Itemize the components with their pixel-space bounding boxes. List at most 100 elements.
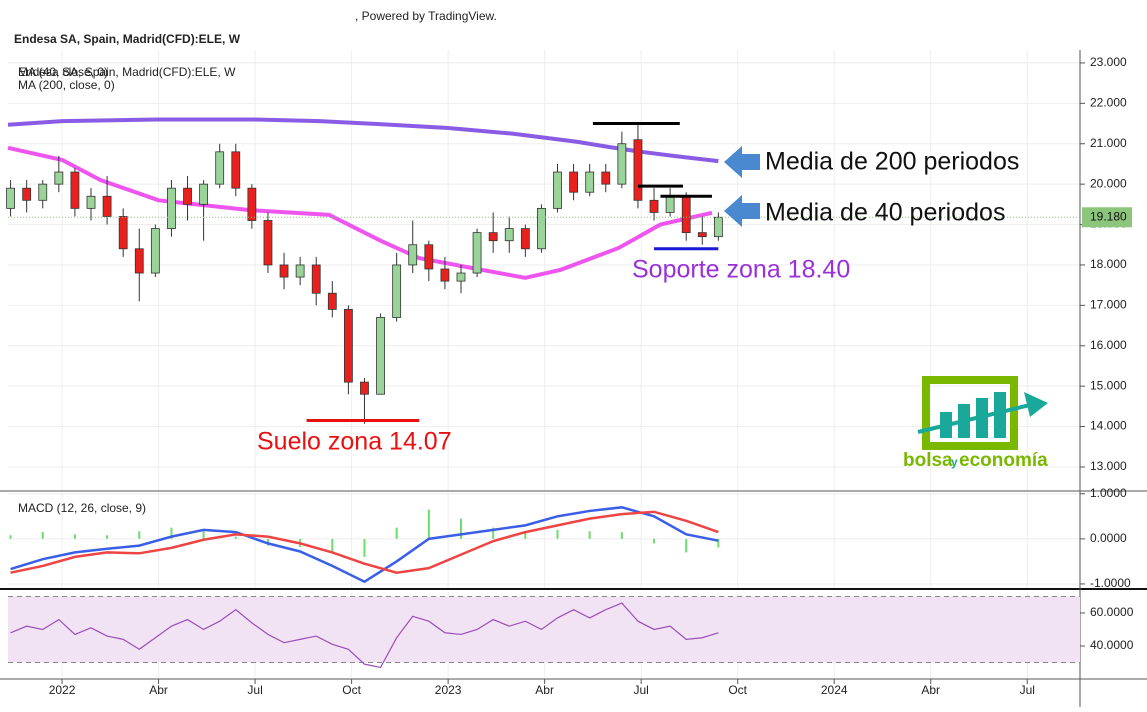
- histogram-bar: [556, 529, 559, 539]
- x-tick-label: Abr: [535, 683, 554, 697]
- x-tick-label: Abr: [149, 683, 168, 697]
- x-tick-label: Oct: [728, 683, 747, 697]
- y-tick-label: 13.000: [1090, 459, 1127, 473]
- candle-body: [472, 232, 482, 274]
- x-tick-label: 2023: [435, 683, 462, 697]
- candle-body: [601, 171, 611, 185]
- candle-body: [713, 216, 723, 238]
- y-tick-label: 15.000: [1090, 378, 1127, 392]
- symbol-title: Endesa SA, Spain, Madrid(CFD):ELE, W: [14, 32, 241, 46]
- candle-body: [279, 264, 289, 278]
- annotation: Suelo zona 14.07: [257, 428, 452, 456]
- candle-body: [424, 244, 434, 270]
- candle-body: [295, 264, 305, 278]
- candle-body: [134, 248, 144, 274]
- histogram-bar: [492, 527, 495, 539]
- candle-body: [520, 228, 530, 250]
- x-tick-label: Abr: [921, 683, 940, 697]
- histogram-bar: [202, 528, 205, 539]
- histogram-bar: [588, 531, 591, 539]
- candle-body: [215, 151, 225, 185]
- candle-body: [22, 187, 32, 201]
- candle-body: [360, 381, 369, 395]
- candle-body: [231, 151, 241, 189]
- y-tick-label: -1.0000: [1090, 576, 1131, 590]
- candle-body: [118, 216, 128, 250]
- candle-body: [327, 292, 337, 310]
- moving-average: [7, 145, 713, 280]
- price-label: 19.180: [1090, 209, 1127, 223]
- candle-body: [681, 195, 691, 234]
- histogram-bar: [9, 535, 12, 539]
- histogram-bar: [427, 509, 430, 539]
- y-tick-label: 17.000: [1090, 298, 1127, 312]
- macd-line: [10, 506, 719, 584]
- candle-body: [86, 195, 96, 209]
- y-tick-label: 40.0000: [1090, 638, 1134, 652]
- x-tick-label: Jul: [633, 683, 648, 697]
- histogram-bar: [41, 532, 44, 539]
- logo-arrow: [917, 403, 1031, 434]
- candle-body: [183, 187, 192, 205]
- powered-by: , Powered by TradingView.: [355, 9, 497, 23]
- histogram-bar: [331, 538, 334, 553]
- y-tick-label: 22.000: [1090, 96, 1127, 110]
- y-tick-label: 60.0000: [1090, 605, 1134, 619]
- candle-body: [102, 195, 112, 217]
- y-tick-label: 0.0000: [1090, 531, 1127, 545]
- legend-entry: MA (40, close, 0): [18, 65, 108, 79]
- candle-body: [343, 308, 353, 383]
- candle-body: [440, 268, 450, 282]
- candle-body: [488, 232, 498, 242]
- y-tick-label: 16.000: [1090, 338, 1127, 352]
- rsi-band: [8, 596, 1080, 663]
- histogram-bar: [685, 538, 688, 553]
- candle-body: [585, 171, 595, 193]
- x-tick-label: 2022: [49, 683, 76, 697]
- macd-line: [10, 510, 719, 574]
- x-tick-label: 2024: [821, 683, 848, 697]
- x-tick-label: Jul: [247, 683, 262, 697]
- logo-text: economía: [959, 450, 1048, 471]
- y-tick-label: 21.000: [1090, 136, 1127, 150]
- histogram-bar: [138, 531, 141, 539]
- candle-body: [311, 264, 321, 294]
- arrows: [724, 146, 760, 227]
- candle-body: [6, 187, 15, 209]
- candle-body: [263, 220, 273, 266]
- candle-body: [456, 272, 466, 282]
- y-tick-label: 14.000: [1090, 419, 1127, 433]
- histogram-bar: [459, 518, 462, 539]
- annotation: Soporte zona 18.40: [632, 256, 850, 284]
- candle-body: [553, 171, 562, 209]
- panel-title: MACD (12, 26, close, 9): [18, 501, 146, 515]
- annotation-arrow: [724, 195, 760, 227]
- histogram-bar: [170, 527, 173, 539]
- x-tick-label: Jul: [1020, 683, 1035, 697]
- legend-entry: MA (200, close, 0): [18, 78, 115, 92]
- histogram-bar: [73, 534, 76, 539]
- candle-body: [504, 228, 514, 242]
- annotation: Media de 40 periodos: [765, 199, 1005, 227]
- histogram-bar: [717, 538, 720, 548]
- panel-title: Endesa SA, Spain, Madrid(CFD):ELE, W: [18, 65, 236, 79]
- annotation: Media de 200 periodos: [765, 148, 1019, 176]
- y-tick-label: 18.000: [1090, 257, 1127, 271]
- logo-bar: [994, 392, 1006, 438]
- logo-frame: [922, 376, 1018, 450]
- y-tick-label: 1.0000: [1090, 486, 1127, 500]
- histogram-bar: [363, 538, 366, 557]
- candle-body: [665, 195, 675, 213]
- candle-body: [392, 264, 402, 318]
- logo: bolsa y economía: [903, 376, 1048, 471]
- rsi-line: [10, 602, 719, 669]
- candle-body: [649, 199, 659, 213]
- y-tick-label: 20.000: [1090, 176, 1127, 190]
- candle-body: [408, 244, 418, 266]
- candle-body: [633, 139, 643, 201]
- candle-body: [537, 207, 546, 250]
- candle-body: [70, 171, 80, 209]
- candle-body: [247, 187, 257, 221]
